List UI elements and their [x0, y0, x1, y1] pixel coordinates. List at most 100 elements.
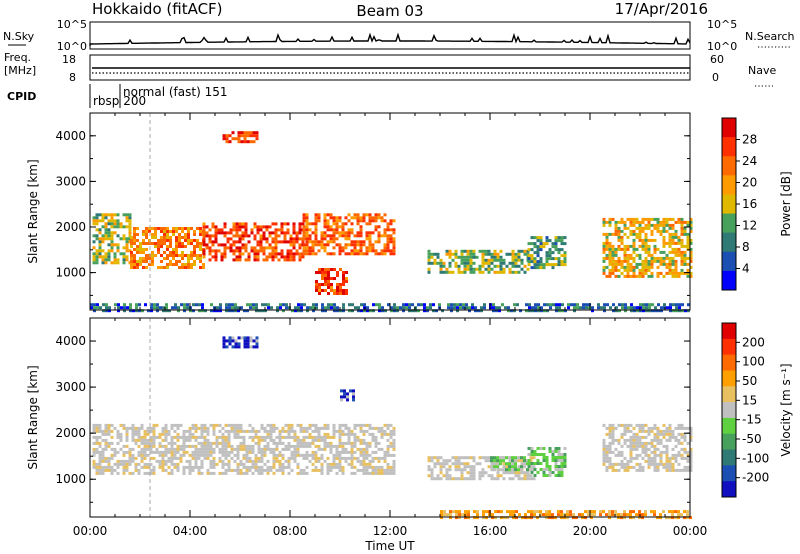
echo-cell — [93, 309, 96, 313]
echo-cell — [644, 244, 648, 248]
echo-cell — [150, 303, 153, 307]
echo-cell — [160, 239, 163, 242]
echo-cell — [362, 219, 366, 223]
echo-cell — [179, 453, 183, 457]
freq-label-2: [MHz] — [4, 64, 36, 77]
echo-cell — [539, 453, 543, 456]
echo-cell — [303, 303, 306, 307]
echo-cell — [131, 471, 135, 475]
echo-cell — [318, 268, 321, 271]
echo-cell — [139, 245, 142, 248]
echo-cell — [149, 426, 153, 430]
echo-cell — [323, 432, 327, 436]
echo-cell — [133, 263, 136, 266]
echo-cell — [499, 264, 503, 268]
echo-cell — [466, 258, 470, 262]
echo-cell — [635, 217, 639, 221]
echo-cell — [236, 429, 240, 433]
echo-cell — [178, 260, 181, 263]
echo-cell — [534, 306, 537, 310]
echo-cell — [356, 252, 360, 256]
echo-cell — [225, 339, 229, 343]
echo-cell — [665, 429, 669, 433]
echo-cell — [602, 247, 606, 251]
echo-cell — [238, 237, 242, 241]
echo-cell — [662, 235, 666, 239]
echo-cell — [393, 309, 396, 313]
echo-cell — [160, 230, 163, 233]
echo-cell — [283, 234, 287, 238]
echo-cell — [551, 459, 555, 462]
echo-cell — [107, 228, 111, 232]
echo-cell — [656, 516, 659, 520]
echo-cell — [629, 217, 633, 221]
echo-cell — [161, 459, 165, 463]
echo-cell — [566, 516, 569, 520]
echo-cell — [539, 236, 543, 240]
echo-cell — [167, 441, 171, 445]
echo-cell — [166, 263, 169, 266]
echo-cell — [259, 225, 263, 229]
echo-cell — [185, 435, 189, 439]
echo-cell — [239, 423, 243, 427]
echo-cell — [232, 225, 236, 229]
echo-cell — [314, 231, 318, 235]
echo-cell — [496, 252, 500, 256]
date-title: 17/Apr/2016 — [615, 0, 708, 18]
echo-cell — [466, 465, 470, 469]
echo-cell — [573, 306, 576, 310]
echo-cell — [182, 447, 186, 451]
echo-cell — [436, 477, 440, 481]
echo-cell — [302, 243, 306, 247]
echo-cell — [314, 243, 318, 247]
echo-cell — [259, 246, 263, 250]
echo-cell — [611, 426, 615, 430]
echo-cell — [253, 255, 257, 259]
echo-cell — [341, 429, 345, 433]
echo-cell — [629, 465, 633, 469]
echo-cell — [377, 231, 381, 235]
echo-cell — [645, 303, 648, 307]
echo-cell — [359, 243, 363, 247]
echo-cell — [362, 216, 366, 220]
echo-cell — [493, 468, 496, 472]
echo-cell — [235, 258, 239, 262]
echo-cell — [101, 429, 105, 433]
echo-cell — [674, 271, 678, 275]
echo-cell — [362, 441, 366, 445]
echo-cell — [130, 245, 133, 248]
echo-cell — [116, 234, 120, 238]
echo-cell — [392, 453, 396, 457]
echo-cell — [230, 468, 234, 472]
echo-cell — [641, 447, 645, 451]
echo-cell — [101, 237, 105, 241]
echo-cell — [686, 513, 689, 517]
echo-cell — [365, 441, 369, 445]
echo-cell — [677, 423, 681, 427]
echo-cell — [298, 237, 302, 241]
echo-cell — [265, 225, 269, 229]
echo-cell — [439, 468, 443, 472]
echo-cell — [539, 239, 543, 243]
echo-cell — [231, 336, 235, 340]
echo-cell — [632, 438, 636, 442]
echo-cell — [362, 462, 366, 466]
echo-cell — [507, 306, 510, 310]
echo-cell — [502, 270, 506, 274]
echo-cell — [405, 303, 408, 307]
echo-cell — [133, 242, 136, 245]
echo-cell — [523, 252, 527, 256]
echo-cell — [366, 309, 369, 313]
echo-cell — [632, 256, 636, 260]
echo-cell — [674, 229, 678, 233]
echo-cell — [644, 247, 648, 251]
echo-cell — [487, 249, 491, 253]
echo-cell — [617, 441, 621, 445]
time-axis: 00:00 04:00 08:00 12:00 16:00 20:00 00:00 — [73, 524, 708, 538]
echo-cell — [272, 462, 276, 466]
echo-cell — [326, 228, 330, 232]
echo-cell — [659, 271, 663, 275]
echo-cell — [107, 444, 111, 448]
echo-cell — [206, 429, 210, 433]
echo-cell — [647, 226, 651, 230]
